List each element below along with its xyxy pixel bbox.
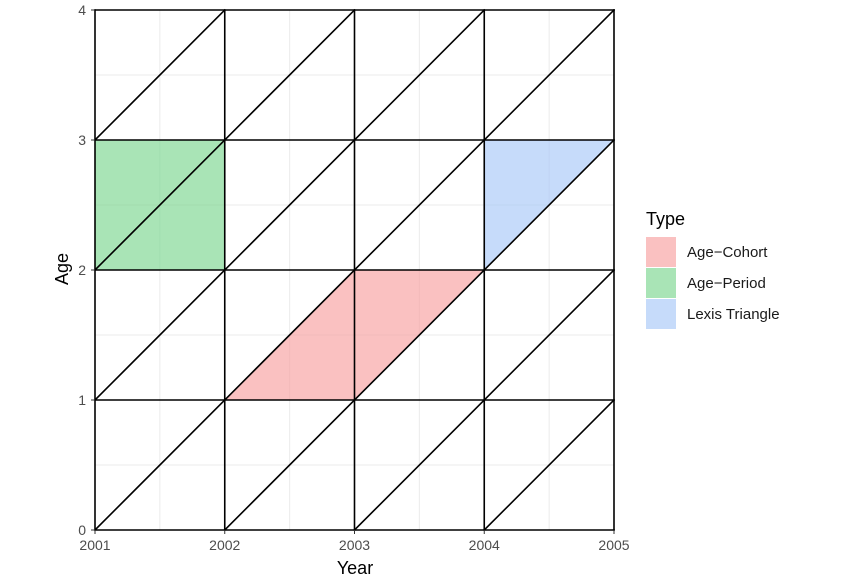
y-tick-label: 4 <box>78 2 86 18</box>
x-tick-label: 2003 <box>339 537 370 553</box>
y-tick-label: 0 <box>78 522 86 538</box>
x-tick-label: 2004 <box>469 537 500 553</box>
y-tick-label: 1 <box>78 392 86 408</box>
legend-key <box>646 268 676 298</box>
cohort-diagonal <box>353 268 616 532</box>
y-axis-title: Age <box>52 253 72 285</box>
cohort-diagonal <box>93 8 226 142</box>
y-tick-label: 2 <box>78 262 86 278</box>
legend: Type Age−Cohort Age−Period Lexis Triangle <box>646 209 780 329</box>
x-axis-title: Year <box>337 558 373 578</box>
legend-label: Lexis Triangle <box>687 306 780 323</box>
cohort-diagonal <box>93 8 486 402</box>
cohort-diagonal <box>223 138 616 532</box>
legend-label: Age−Period <box>687 275 766 292</box>
x-axis-ticks: 2001 2002 2003 2004 2005 <box>79 530 630 553</box>
y-axis-ticks: 0 1 2 3 4 <box>78 2 95 538</box>
lexis-lines <box>93 8 616 532</box>
y-tick-label: 3 <box>78 132 86 148</box>
legend-title: Type <box>646 209 685 229</box>
legend-key <box>646 299 676 329</box>
x-tick-label: 2002 <box>209 537 240 553</box>
cohort-diagonal <box>93 8 356 272</box>
cohort-diagonal <box>483 398 616 532</box>
x-tick-label: 2001 <box>79 537 110 553</box>
legend-key <box>646 237 676 267</box>
x-tick-label: 2005 <box>598 537 629 553</box>
cohort-diagonal <box>93 8 616 532</box>
legend-label: Age−Cohort <box>687 244 768 261</box>
